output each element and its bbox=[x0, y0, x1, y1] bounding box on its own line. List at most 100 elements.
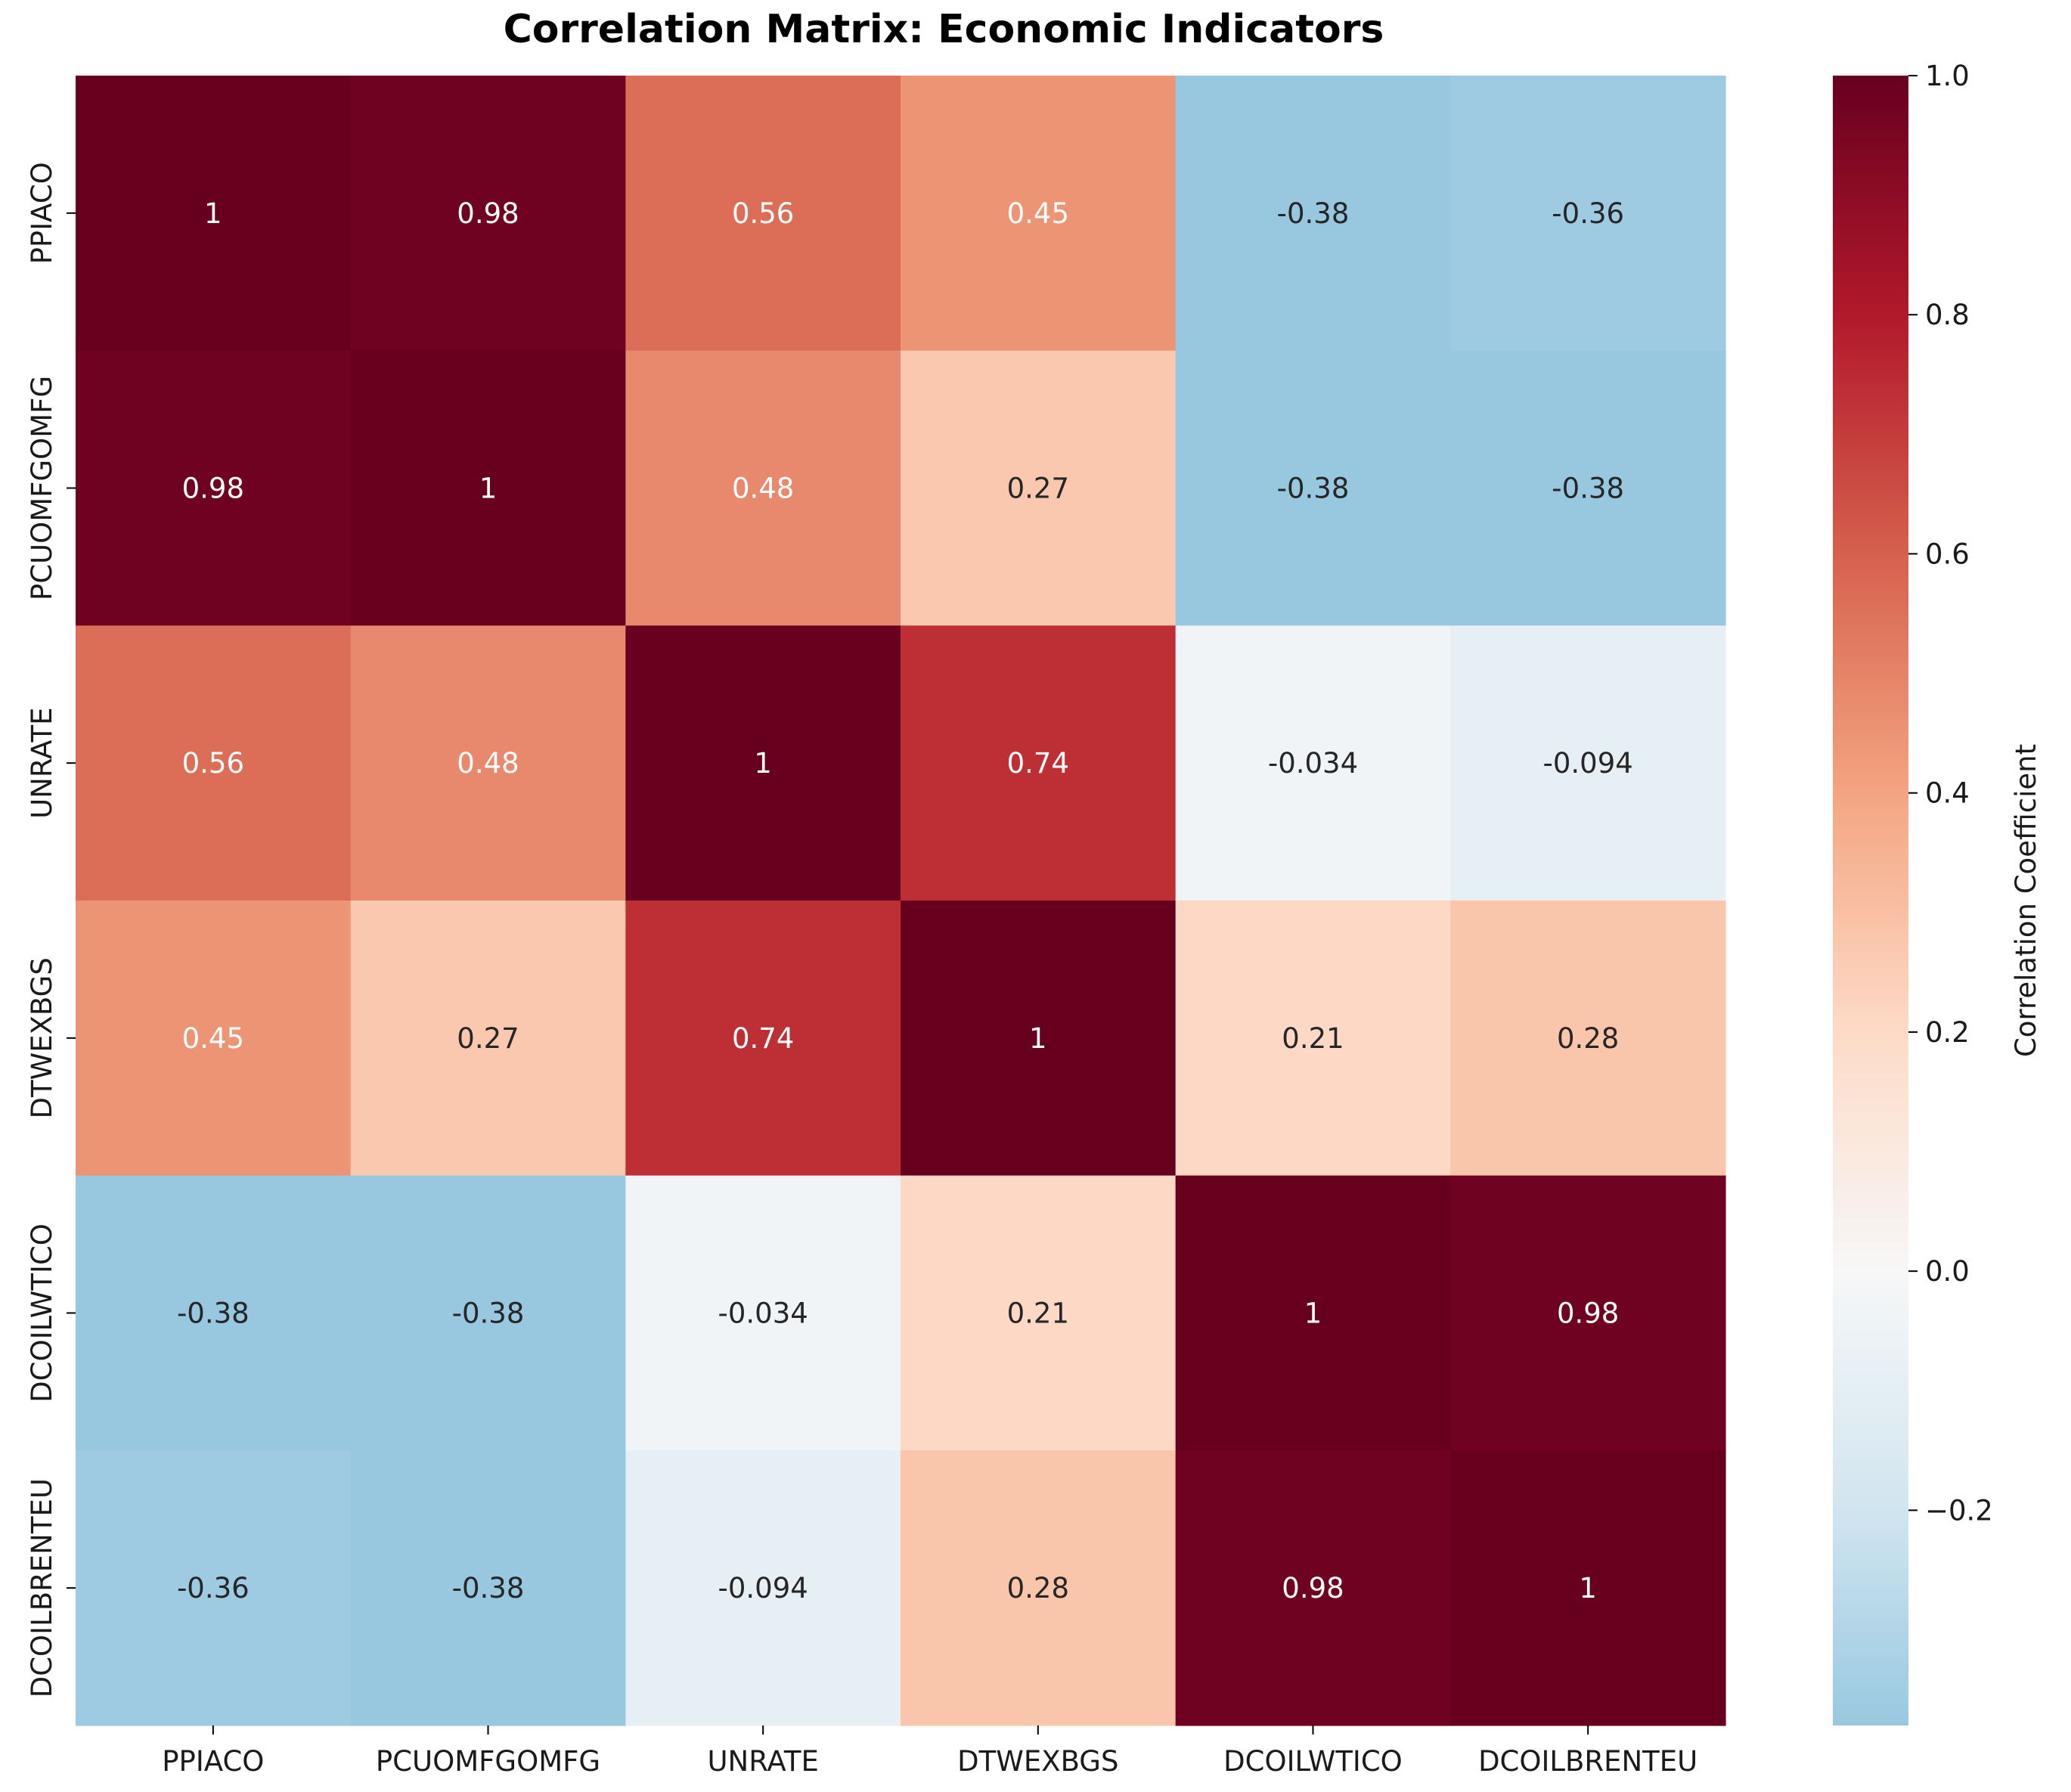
heatmap-cell bbox=[350, 1450, 626, 1726]
heatmap-cell bbox=[901, 901, 1177, 1177]
cell-annotation: 1 bbox=[1304, 1297, 1322, 1330]
heatmap-cell bbox=[1175, 1175, 1451, 1451]
cell-annotation: -0.36 bbox=[1552, 197, 1624, 230]
cell-annotation: 0.98 bbox=[1557, 1297, 1619, 1330]
cell-annotation: 1 bbox=[204, 197, 222, 230]
cell-annotation: 0.74 bbox=[1007, 747, 1069, 780]
cell-annotation: 0.74 bbox=[732, 1022, 794, 1055]
heatmap-cell bbox=[76, 625, 352, 901]
cell-annotation: 0.21 bbox=[1007, 1297, 1069, 1330]
heatmap-cell bbox=[625, 76, 901, 352]
x-tick-label: UNRATE bbox=[707, 1745, 818, 1778]
cell-annotation: -0.034 bbox=[1268, 747, 1358, 780]
colorbar-gradient bbox=[1833, 76, 1908, 1725]
y-tick-label: DTWEXBGS bbox=[26, 957, 58, 1118]
heatmap-cell bbox=[1175, 625, 1451, 901]
cell-annotation: -0.38 bbox=[177, 1297, 250, 1330]
heatmap-cell bbox=[1450, 76, 1726, 352]
heatmap-cell bbox=[76, 76, 352, 352]
y-axis: PPIACO PCUOMFGOMFG UNRATE DTWEXBGS DCOILWTIC… bbox=[26, 162, 76, 1697]
cell-annotation: -0.38 bbox=[1277, 197, 1350, 230]
cell-annotation: 0.28 bbox=[1557, 1022, 1619, 1055]
cell-annotation: 0.45 bbox=[182, 1022, 244, 1055]
cell-annotation: -0.094 bbox=[1543, 747, 1633, 780]
heatmap-cell bbox=[1450, 1175, 1726, 1451]
heatmap-cell bbox=[625, 901, 901, 1177]
heatmap-cell bbox=[1450, 625, 1726, 901]
y-tick-label: DCOILBRENTEU bbox=[26, 1478, 58, 1697]
cell-annotation: 1 bbox=[479, 473, 498, 505]
heatmap-cell bbox=[1175, 901, 1451, 1177]
heatmap-cell bbox=[1175, 1450, 1451, 1726]
colorbar-tick-label: 0.6 bbox=[1925, 538, 1970, 570]
heatmap-cell bbox=[625, 1450, 901, 1726]
cell-annotation: 1 bbox=[1029, 1022, 1047, 1055]
heatmap-cell bbox=[901, 625, 1177, 901]
cell-annotation: -0.36 bbox=[177, 1572, 250, 1604]
heatmap-cell bbox=[901, 76, 1177, 352]
heatmap-cell bbox=[350, 76, 626, 352]
cell-annotation: -0.38 bbox=[452, 1572, 525, 1604]
cell-annotation: 1 bbox=[754, 747, 772, 780]
cell-annotation: 0.21 bbox=[1282, 1022, 1344, 1055]
heatmap-cell bbox=[1175, 350, 1451, 626]
cell-annotation: 0.98 bbox=[1282, 1572, 1344, 1604]
colorbar-tick-label: 0.2 bbox=[1925, 1016, 1970, 1049]
y-tick-label: DCOILWTICO bbox=[26, 1223, 58, 1403]
cell-annotation: 1 bbox=[1579, 1572, 1597, 1604]
cell-annotation: 0.27 bbox=[457, 1022, 519, 1055]
cell-annotation: 0.28 bbox=[1007, 1572, 1069, 1604]
x-tick-label: DCOILBRENTEU bbox=[1478, 1745, 1697, 1778]
colorbar: 1.0 0.8 0.6 0.4 0.2 0.0 −0.2 Correlation Coeffi… bbox=[1833, 60, 2042, 1725]
heatmap-cell bbox=[350, 350, 626, 626]
heatmap-cell bbox=[901, 350, 1177, 626]
y-tick-label: UNRATE bbox=[26, 707, 58, 818]
heatmap-cell bbox=[350, 1175, 626, 1451]
heatmap-cell bbox=[1450, 350, 1726, 626]
heatmap-cell bbox=[76, 350, 352, 626]
x-tick-label: DCOILWTICO bbox=[1223, 1745, 1403, 1778]
heatmap-cell bbox=[1175, 76, 1451, 352]
heatmap-cell bbox=[76, 1175, 352, 1451]
x-tick-label: PPIACO bbox=[162, 1745, 264, 1778]
x-tick-label: DTWEXBGS bbox=[957, 1745, 1118, 1778]
heatmap-cells bbox=[76, 76, 1726, 1726]
heatmap-cell bbox=[1450, 901, 1726, 1177]
cell-annotation: 0.56 bbox=[732, 197, 794, 230]
colorbar-tick-label: 0.0 bbox=[1925, 1255, 1970, 1288]
cell-annotation: 0.98 bbox=[457, 197, 519, 230]
heatmap-cell bbox=[76, 901, 352, 1177]
chart-title: Correlation Matrix: Economic Indicators bbox=[504, 7, 1384, 52]
heatmap-cell bbox=[1450, 1450, 1726, 1726]
cell-annotation: -0.38 bbox=[1552, 473, 1624, 505]
cell-annotation: -0.38 bbox=[1277, 473, 1350, 505]
cell-annotation: -0.094 bbox=[718, 1572, 808, 1604]
colorbar-tick-label: 1.0 bbox=[1925, 60, 1970, 92]
colorbar-tick-label: −0.2 bbox=[1925, 1494, 1993, 1527]
y-tick-label: PCUOMFGOMFG bbox=[26, 376, 58, 600]
cell-annotation: 0.56 bbox=[182, 747, 244, 780]
heatmap-cell bbox=[901, 1450, 1177, 1726]
y-tick-label: PPIACO bbox=[26, 162, 58, 264]
heatmap-cell bbox=[350, 901, 626, 1177]
cell-annotation: 0.27 bbox=[1007, 473, 1069, 505]
cell-annotation: 0.48 bbox=[732, 473, 794, 505]
cell-annotation: 0.98 bbox=[182, 473, 244, 505]
x-axis: PPIACO PCUOMFGOMFG UNRATE DTWEXBGS DCOILWTIC… bbox=[162, 1725, 1697, 1778]
heatmap-cell bbox=[625, 350, 901, 626]
cell-annotation: 0.45 bbox=[1007, 197, 1069, 230]
heatmap-cell bbox=[901, 1175, 1177, 1451]
heatmap-cell bbox=[625, 1175, 901, 1451]
colorbar-tick-label: 0.4 bbox=[1925, 777, 1970, 810]
colorbar-title: Correlation Coefficient bbox=[2010, 744, 2042, 1057]
cell-annotation: -0.38 bbox=[452, 1297, 525, 1330]
heatmap-cell bbox=[350, 625, 626, 901]
heatmap-cell bbox=[76, 1450, 352, 1726]
heatmap-cell bbox=[625, 625, 901, 901]
colorbar-tick-label: 0.8 bbox=[1925, 299, 1970, 331]
cell-annotation: -0.034 bbox=[718, 1297, 808, 1330]
cell-annotation: 0.48 bbox=[457, 747, 519, 780]
heatmap-annotations: 1 0.98 0.56 0.45 -0.38 -0.36 0.98 1 0.48 0.27 -0.3… bbox=[177, 197, 1633, 1604]
x-tick-label: PCUOMFGOMFG bbox=[376, 1745, 600, 1778]
